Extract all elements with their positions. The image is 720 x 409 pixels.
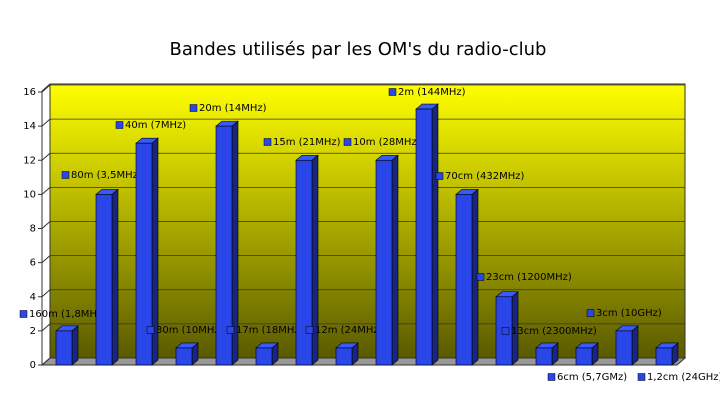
bar-label: 20m (14MHz) (199, 103, 267, 114)
bar-label: 6cm (5,7GMz) (557, 372, 627, 383)
bar (215, 120, 239, 366)
legend-swatch (226, 326, 235, 334)
legend-swatch (263, 138, 272, 146)
bar (655, 342, 679, 366)
bar (295, 154, 319, 366)
grid-line (41, 118, 51, 127)
legend-swatch (305, 326, 314, 334)
bar-label: 3cm (10GHz) (596, 308, 662, 319)
grid-line (41, 221, 51, 229)
bar-label: 160m (1,8MHz) (29, 309, 106, 320)
y-tick-label: 0 (30, 360, 36, 371)
bar (175, 342, 199, 366)
legend-swatch (61, 171, 70, 179)
legend-swatch (637, 373, 646, 381)
y-tick-label: 6 (30, 258, 36, 269)
legend-swatch (501, 327, 510, 335)
bar-label: 30m (10MHz) (156, 325, 224, 336)
bar-label: 13cm (2300MHz) (511, 326, 597, 337)
y-tick-label: 16 (23, 87, 36, 98)
legend-swatch (547, 373, 556, 381)
bar (615, 325, 639, 366)
bar-label: 2m (144MHz) (398, 87, 466, 98)
y-tick-label: 2 (30, 326, 36, 337)
bar-label: 23cm (1200MHz) (486, 272, 572, 283)
bar-label: 80m (3,5MHz) (71, 170, 142, 181)
bar (55, 325, 79, 366)
bar (575, 342, 599, 366)
bar (535, 342, 559, 366)
bar-label: 1,2cm (24GHz) (647, 372, 720, 383)
legend-swatch (189, 104, 198, 112)
bar-label: 12m (24MHz) (315, 325, 383, 336)
grid-line (41, 186, 51, 195)
bar (255, 342, 279, 366)
bar (95, 188, 119, 366)
bar (415, 103, 439, 366)
bar-label: 10m (28MHz) (353, 137, 421, 148)
y-tick-label: 4 (30, 292, 36, 303)
bar (455, 188, 479, 366)
legend-swatch (476, 273, 485, 281)
grid-line (41, 289, 51, 298)
grid-line (41, 255, 51, 264)
grid-line (41, 152, 51, 161)
bar (375, 154, 399, 366)
legend-swatch (435, 172, 444, 180)
axis-edge (41, 83, 51, 92)
y-tick-label: 10 (23, 189, 36, 200)
bar (135, 137, 159, 366)
legend-swatch (19, 310, 28, 318)
bar-label: 17m (18MHz) (236, 325, 304, 336)
legend-swatch (586, 309, 595, 317)
y-tick-label: 14 (23, 121, 36, 132)
grid-line (41, 357, 51, 366)
bar-label: 15m (21MHz) (273, 137, 341, 148)
grid-line (41, 323, 51, 332)
chart-title: Bandes utilisés par les OM's du radio-cl… (170, 39, 547, 60)
y-tick-label: 12 (23, 155, 36, 166)
legend-swatch (343, 138, 352, 146)
legend-swatch (115, 121, 124, 129)
grid-line (41, 84, 51, 93)
bar-label: 40m (7MHz) (125, 120, 186, 131)
bar-label: 70cm (432MHz) (445, 171, 525, 182)
y-tick-label: 8 (30, 224, 36, 235)
legend-swatch (388, 88, 397, 96)
legend-swatch (146, 326, 155, 334)
bar (335, 342, 359, 366)
